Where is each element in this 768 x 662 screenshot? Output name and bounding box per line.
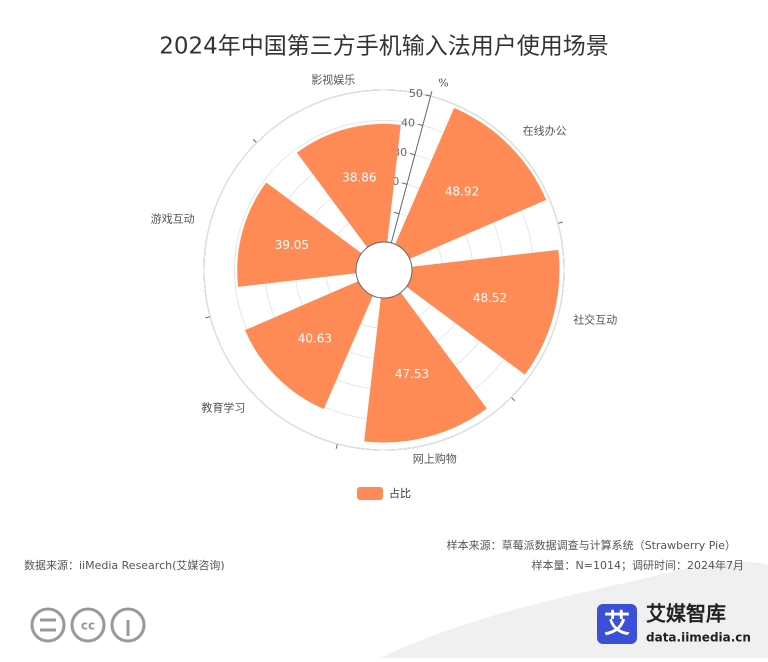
y-tick [425, 94, 431, 97]
angle-tick [335, 443, 338, 449]
brand-url: data.iimedia.cn [646, 631, 751, 645]
angle-tick [510, 396, 516, 402]
bar [364, 292, 487, 443]
angle-tick [252, 138, 258, 144]
bar [296, 123, 401, 248]
y-tick [402, 182, 408, 185]
brand-icon: 艾 [604, 610, 630, 640]
bar [244, 281, 373, 410]
bar [395, 107, 547, 259]
y-tick-label: 40 [401, 116, 415, 129]
category-label: 游戏互动 [151, 212, 195, 225]
category-label: 影视娱乐 [311, 73, 355, 87]
legend-swatch [357, 487, 383, 500]
data-label: 38.86 [342, 171, 376, 185]
legend-label: 占比 [389, 486, 411, 500]
category-label: 教育学习 [201, 401, 245, 415]
data-source: 数据来源：iiMedia Research(艾媒咨询) [24, 558, 225, 572]
category-label: 在线办公 [523, 123, 567, 137]
cc-icons [30, 607, 146, 643]
cc-text: cc [81, 619, 95, 633]
y-tick-label: 50 [409, 87, 423, 100]
inner-axis [355, 241, 413, 299]
data-label: 47.53 [395, 367, 429, 381]
data-label: 40.63 [298, 332, 332, 346]
grid-line [203, 89, 565, 451]
angle-tick [205, 316, 211, 319]
radial-axis [390, 96, 432, 244]
category-label: 社交互动 [573, 313, 617, 327]
category-label: 网上购物 [413, 451, 457, 465]
bar [406, 249, 560, 375]
bar [237, 182, 362, 287]
decor-swoosh [380, 561, 768, 658]
y-tick [417, 123, 423, 126]
sample-source: 样本来源：草莓派数据调查与计算系统（Strawberry Pie） [447, 538, 736, 552]
data-label: 48.52 [473, 291, 507, 305]
brand-name: 艾媒智库 [646, 602, 726, 626]
sample-info: 样本量：N=1014；调研时间：2024年7月 [532, 558, 744, 572]
chart-title: 2024年中国第三方手机输入法用户使用场景 [159, 34, 609, 60]
y-tick [409, 153, 415, 156]
data-label: 39.05 [275, 238, 309, 252]
y-unit: % [438, 77, 448, 90]
y-tick [394, 211, 400, 215]
angle-tick [557, 221, 563, 224]
data-label: 48.92 [445, 184, 479, 198]
angle-tick [430, 91, 433, 97]
brand-icon-bg [597, 604, 637, 644]
